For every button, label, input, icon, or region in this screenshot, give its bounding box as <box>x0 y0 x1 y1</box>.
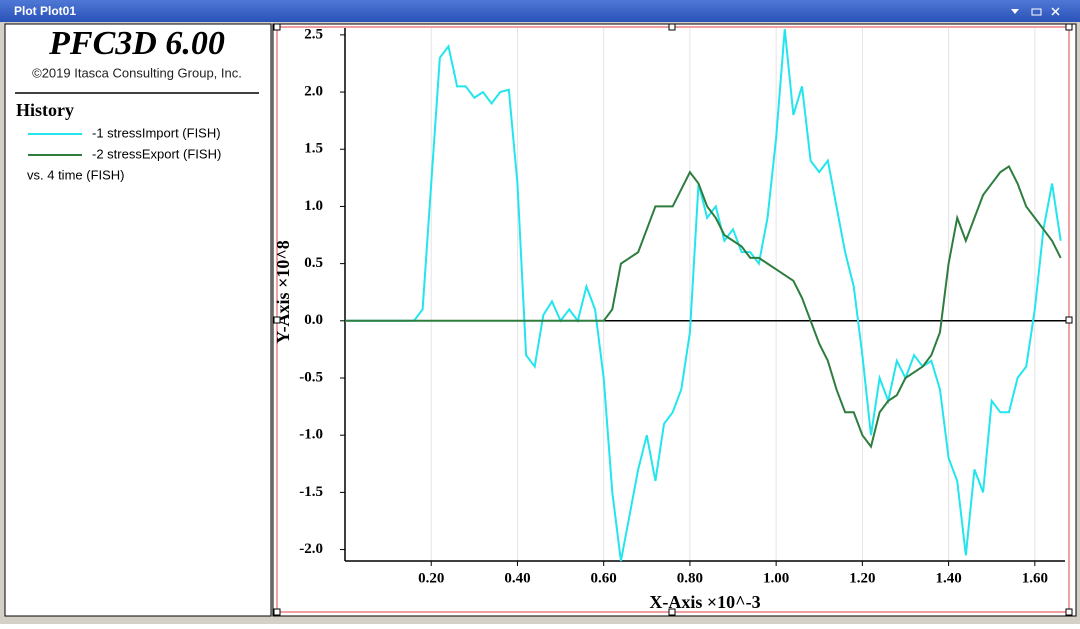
copyright: ©2019 Itasca Consulting Group, Inc. <box>32 65 242 80</box>
resize-handle <box>273 23 281 31</box>
x-tick-label: 0.60 <box>591 570 617 586</box>
y-tick-label: -0.5 <box>299 369 323 385</box>
legend-panel <box>4 23 272 617</box>
x-tick-label: 1.40 <box>935 570 961 586</box>
x-axis-label: X-Axis ×10^-3 <box>649 592 760 612</box>
resize-handle <box>273 316 281 324</box>
y-tick-label: 2.5 <box>304 26 323 42</box>
resize-handle <box>1065 316 1073 324</box>
x-tick-label: 0.40 <box>504 570 530 586</box>
window-title: Plot Plot01 <box>14 4 76 18</box>
y-tick-label: -1.5 <box>299 484 323 500</box>
resize-handle <box>1065 608 1073 616</box>
resize-handle <box>668 608 676 616</box>
resize-handle <box>1065 23 1073 31</box>
y-tick-label: 1.5 <box>304 141 323 157</box>
x-tick-label: 1.60 <box>1022 570 1048 586</box>
y-tick-label: 2.0 <box>304 83 323 99</box>
close-button[interactable] <box>1051 7 1060 16</box>
restore-button[interactable] <box>1031 8 1042 16</box>
series-line <box>345 164 1062 449</box>
legend-footer: vs. 4 time (FISH) <box>27 167 125 182</box>
resize-handle <box>273 608 281 616</box>
x-tick-label: 0.80 <box>677 570 703 586</box>
legend-label: -2 stressExport (FISH) <box>92 146 221 161</box>
y-axis-label: Y-Axis ×10^8 <box>273 240 293 344</box>
x-tick-label: 1.20 <box>849 570 875 586</box>
legend-title: History <box>16 100 74 120</box>
title-bar <box>0 0 1080 22</box>
y-tick-label: -2.0 <box>299 541 323 557</box>
legend-label: -1 stressImport (FISH) <box>92 125 221 140</box>
x-tick-label: 0.20 <box>418 570 444 586</box>
y-tick-label: 0.5 <box>304 255 323 271</box>
x-tick-label: 1.00 <box>763 570 789 586</box>
series-line <box>345 29 1062 562</box>
y-tick-label: 0.0 <box>304 312 323 328</box>
resize-handle <box>668 23 676 31</box>
app-title: PFC3D 6.00 <box>48 25 225 62</box>
y-tick-label: -1.0 <box>299 427 323 443</box>
y-tick-label: 1.0 <box>304 198 323 214</box>
menu-button[interactable] <box>1011 9 1019 14</box>
